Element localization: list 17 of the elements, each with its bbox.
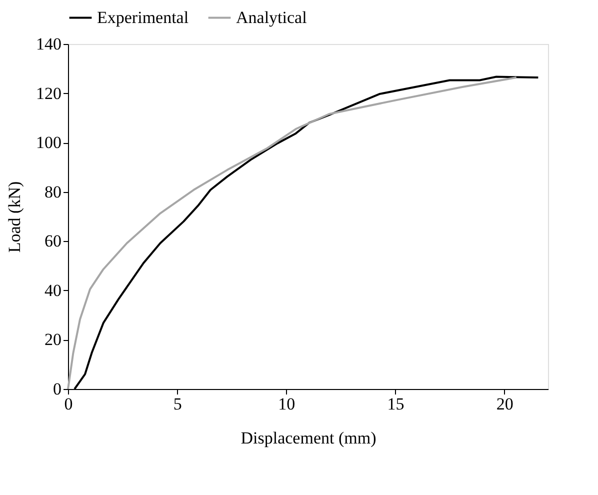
y-axis-title: Load (kN): [5, 181, 24, 253]
y-tick-label: 0: [53, 380, 62, 398]
x-tick-label: 0: [64, 394, 73, 414]
legend-label: Analytical: [236, 8, 308, 27]
x-axis-title: Displacement (mm): [240, 428, 376, 448]
legend-label: Experimental: [97, 8, 189, 27]
y-tick-label: 100: [36, 133, 62, 152]
y-tick-label: 120: [36, 84, 62, 103]
x-tick-label: 15: [387, 394, 404, 414]
y-tick-label: 80: [44, 182, 62, 202]
x-tick-label: 5: [173, 394, 182, 414]
y-tick-label: 140: [36, 34, 62, 54]
x-tick-label: 20: [496, 394, 514, 414]
y-tick-label: 60: [44, 232, 62, 251]
x-tick-label: 10: [278, 394, 296, 414]
y-tick-label: 40: [44, 280, 62, 300]
y-tick-label: 20: [44, 330, 62, 350]
